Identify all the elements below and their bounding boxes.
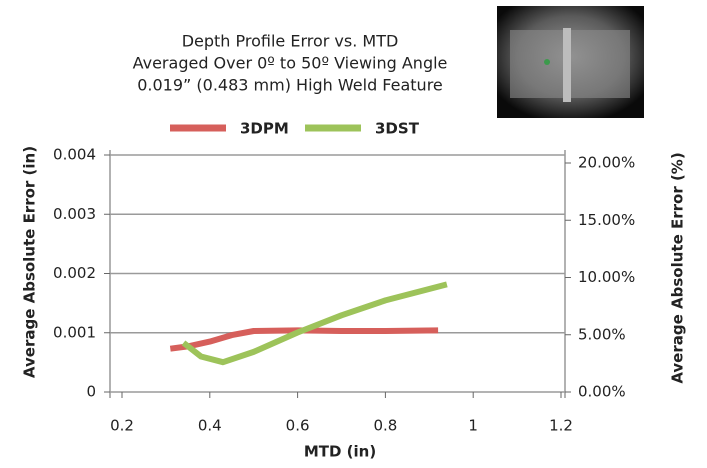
chart-title: Depth Profile Error vs. MTD <box>182 32 399 51</box>
y2-tick-label: 10.00% <box>578 268 635 286</box>
x-tick-label: 1 <box>468 417 478 435</box>
y2-axis-title: Average Absolute Error (%) <box>669 152 687 383</box>
x-tick-label: 1.2 <box>549 417 573 435</box>
x-tick-label: 0.4 <box>198 417 222 435</box>
x-axis-title: MTD (in) <box>304 443 376 461</box>
y-axis-title: Average Absolute Error (in) <box>21 146 39 378</box>
y-tick-label: 0.002 <box>53 264 96 282</box>
y2-tick-label: 20.00% <box>578 154 635 172</box>
series-line <box>169 327 439 352</box>
series-line <box>181 281 448 366</box>
x-tick-label: 0.8 <box>373 417 397 435</box>
legend-label: 3DPM <box>240 120 289 138</box>
x-tick-label: 0.2 <box>110 417 134 435</box>
y-tick-label: 0.001 <box>53 323 96 341</box>
y-tick-label: 0 <box>86 383 96 401</box>
y-tick-label: 0.004 <box>53 146 96 164</box>
camera-thumbnail <box>497 6 644 118</box>
legend-label: 3DST <box>375 120 420 138</box>
y-tick-label: 0.003 <box>53 205 96 223</box>
chart-title: Averaged Over 0º to 50º Viewing Angle <box>133 54 448 73</box>
y2-tick-label: 5.00% <box>578 325 626 343</box>
chart-title: 0.019” (0.483 mm) High Weld Feature <box>137 76 443 95</box>
x-tick-label: 0.6 <box>286 417 310 435</box>
y2-tick-label: 15.00% <box>578 211 635 229</box>
y2-tick-label: 0.00% <box>578 383 626 401</box>
